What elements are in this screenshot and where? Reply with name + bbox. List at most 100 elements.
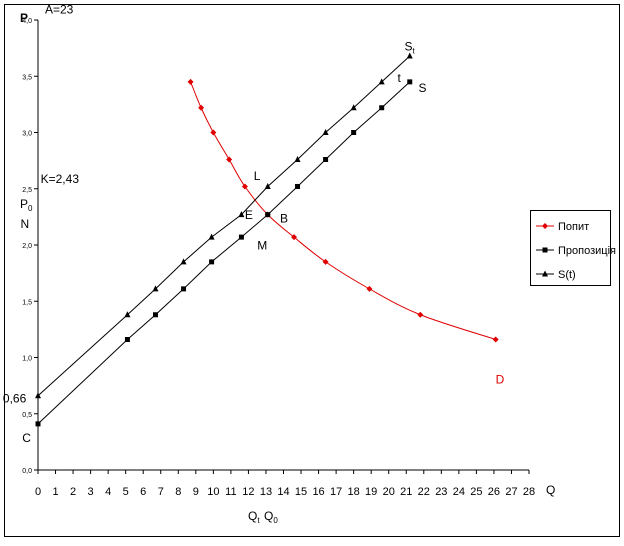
annotation-label: N [20,217,29,231]
annotation-label: A=23 [45,2,74,16]
outer-border [4,4,620,537]
x-tick-label: 13 [260,486,272,498]
y-axis-label: P [20,11,28,25]
data-point-diamond [241,183,248,190]
data-point-diamond [492,336,499,343]
x-tick-label: 20 [383,486,395,498]
x-tick-label: 1 [52,486,58,498]
data-point-square [323,157,329,162]
data-point-square [295,184,301,189]
x-tick-label: 6 [140,486,146,498]
data-point-triangle [406,52,413,59]
y-tick-label: 0,5 [22,412,32,419]
annotation-label: D [496,372,505,386]
data-point-triangle [180,258,187,265]
x-tick-label: 27 [505,486,517,498]
data-point-triangle [152,285,159,292]
legend-label: Пропозиція [558,245,616,257]
annotation-label: C [22,431,31,445]
x-tick-label: 25 [470,486,482,498]
data-point-square [351,130,357,135]
y-tick-label: 1,0 [22,356,32,363]
data-point-diamond [226,156,233,163]
series-3 [35,52,413,399]
st-label: St [404,39,415,55]
legend-label: Попит [558,221,589,233]
x-tick-label: 14 [277,486,289,498]
data-point-triangle [350,104,357,111]
x-tick-label: 17 [330,486,342,498]
data-point-square [265,212,271,218]
annotation-label: S [419,81,427,95]
x-tick-label: 7 [158,486,164,498]
x-tick-label: 10 [207,486,219,498]
y-tick-label: 4,0 [22,18,32,25]
data-point-square [238,234,244,240]
data-point-diamond [366,285,373,292]
x-tick-label: 15 [295,486,307,498]
legend: Попит Пропозиція S(t) [530,210,616,286]
annotation-label: E [245,208,253,222]
legend-marker-triangle [542,270,548,277]
x-axis-label: Q [546,483,555,497]
data-point-triangle [378,78,385,85]
annotation-label: M [257,239,267,253]
x-tick-label: 3 [88,486,94,498]
data-point-square [35,421,41,427]
annotation-label: t [397,71,401,85]
y-tick-label: 3,0 [22,131,32,138]
axes: 0 1 2 3 4 5 6 7 8 9 10 11 12 13 14 15 16 17 18 19 20 21 22 23 24… [20,11,555,498]
series-line [37,81,411,425]
x-tick-label: 4 [105,486,111,498]
data-point-triangle [294,156,301,162]
y-tick-label: 3,5 [22,74,32,81]
x-tick-label: 2 [70,486,76,498]
x-tick-label: 28 [523,486,535,498]
data-point-triangle [208,233,215,240]
series-2 [35,79,413,427]
data-point-diamond [322,258,329,265]
y-tick-label: 2,5 [22,187,32,194]
legend-marker-square [542,247,548,253]
series-line [37,55,411,397]
x-tick-label: 26 [488,486,500,498]
data-point-triangle [322,129,329,135]
legend-item: S(t) [536,269,576,281]
st-subscript: t [413,46,416,55]
data-point-square [407,79,413,85]
data-point-square [152,312,158,318]
legend-item: Пропозиція [536,245,616,257]
x-tick-label: 24 [453,486,465,498]
legend-item: Попит [536,221,589,233]
data-point-diamond [291,234,298,241]
annotation-label: K=2,43 [41,172,80,186]
y-tick-label: 0,0 [22,468,32,475]
q0-subscript: 0 [273,516,278,525]
data-point-square [209,259,215,265]
x-tick-label: 12 [242,486,254,498]
p0-subscript: 0 [28,204,33,213]
data-point-square [124,337,130,342]
x-tick-label: 21 [400,486,412,498]
data-point-diamond [417,311,424,318]
x-tick-label: 19 [365,486,377,498]
qt-label: Qt [248,509,260,525]
x-tick-label: 11 [225,486,236,498]
data-point-square [379,105,385,111]
data-point-triangle [124,311,131,318]
x-tick-label: 5 [123,486,129,498]
legend-label: S(t) [558,269,576,281]
data-point-diamond [198,104,205,111]
data-point-triangle [264,183,271,189]
annotation-label: L [254,169,261,183]
y-tick-label: 1,5 [22,299,32,306]
legend-marker-diamond [542,223,548,229]
x-tick-label: 22 [418,486,430,498]
x-tick-label: 18 [348,486,360,498]
x-tick-label: 16 [312,486,324,498]
data-point-triangle [35,392,41,399]
x-tick-label: 8 [175,486,181,498]
x-tick-label: 0 [35,486,41,498]
